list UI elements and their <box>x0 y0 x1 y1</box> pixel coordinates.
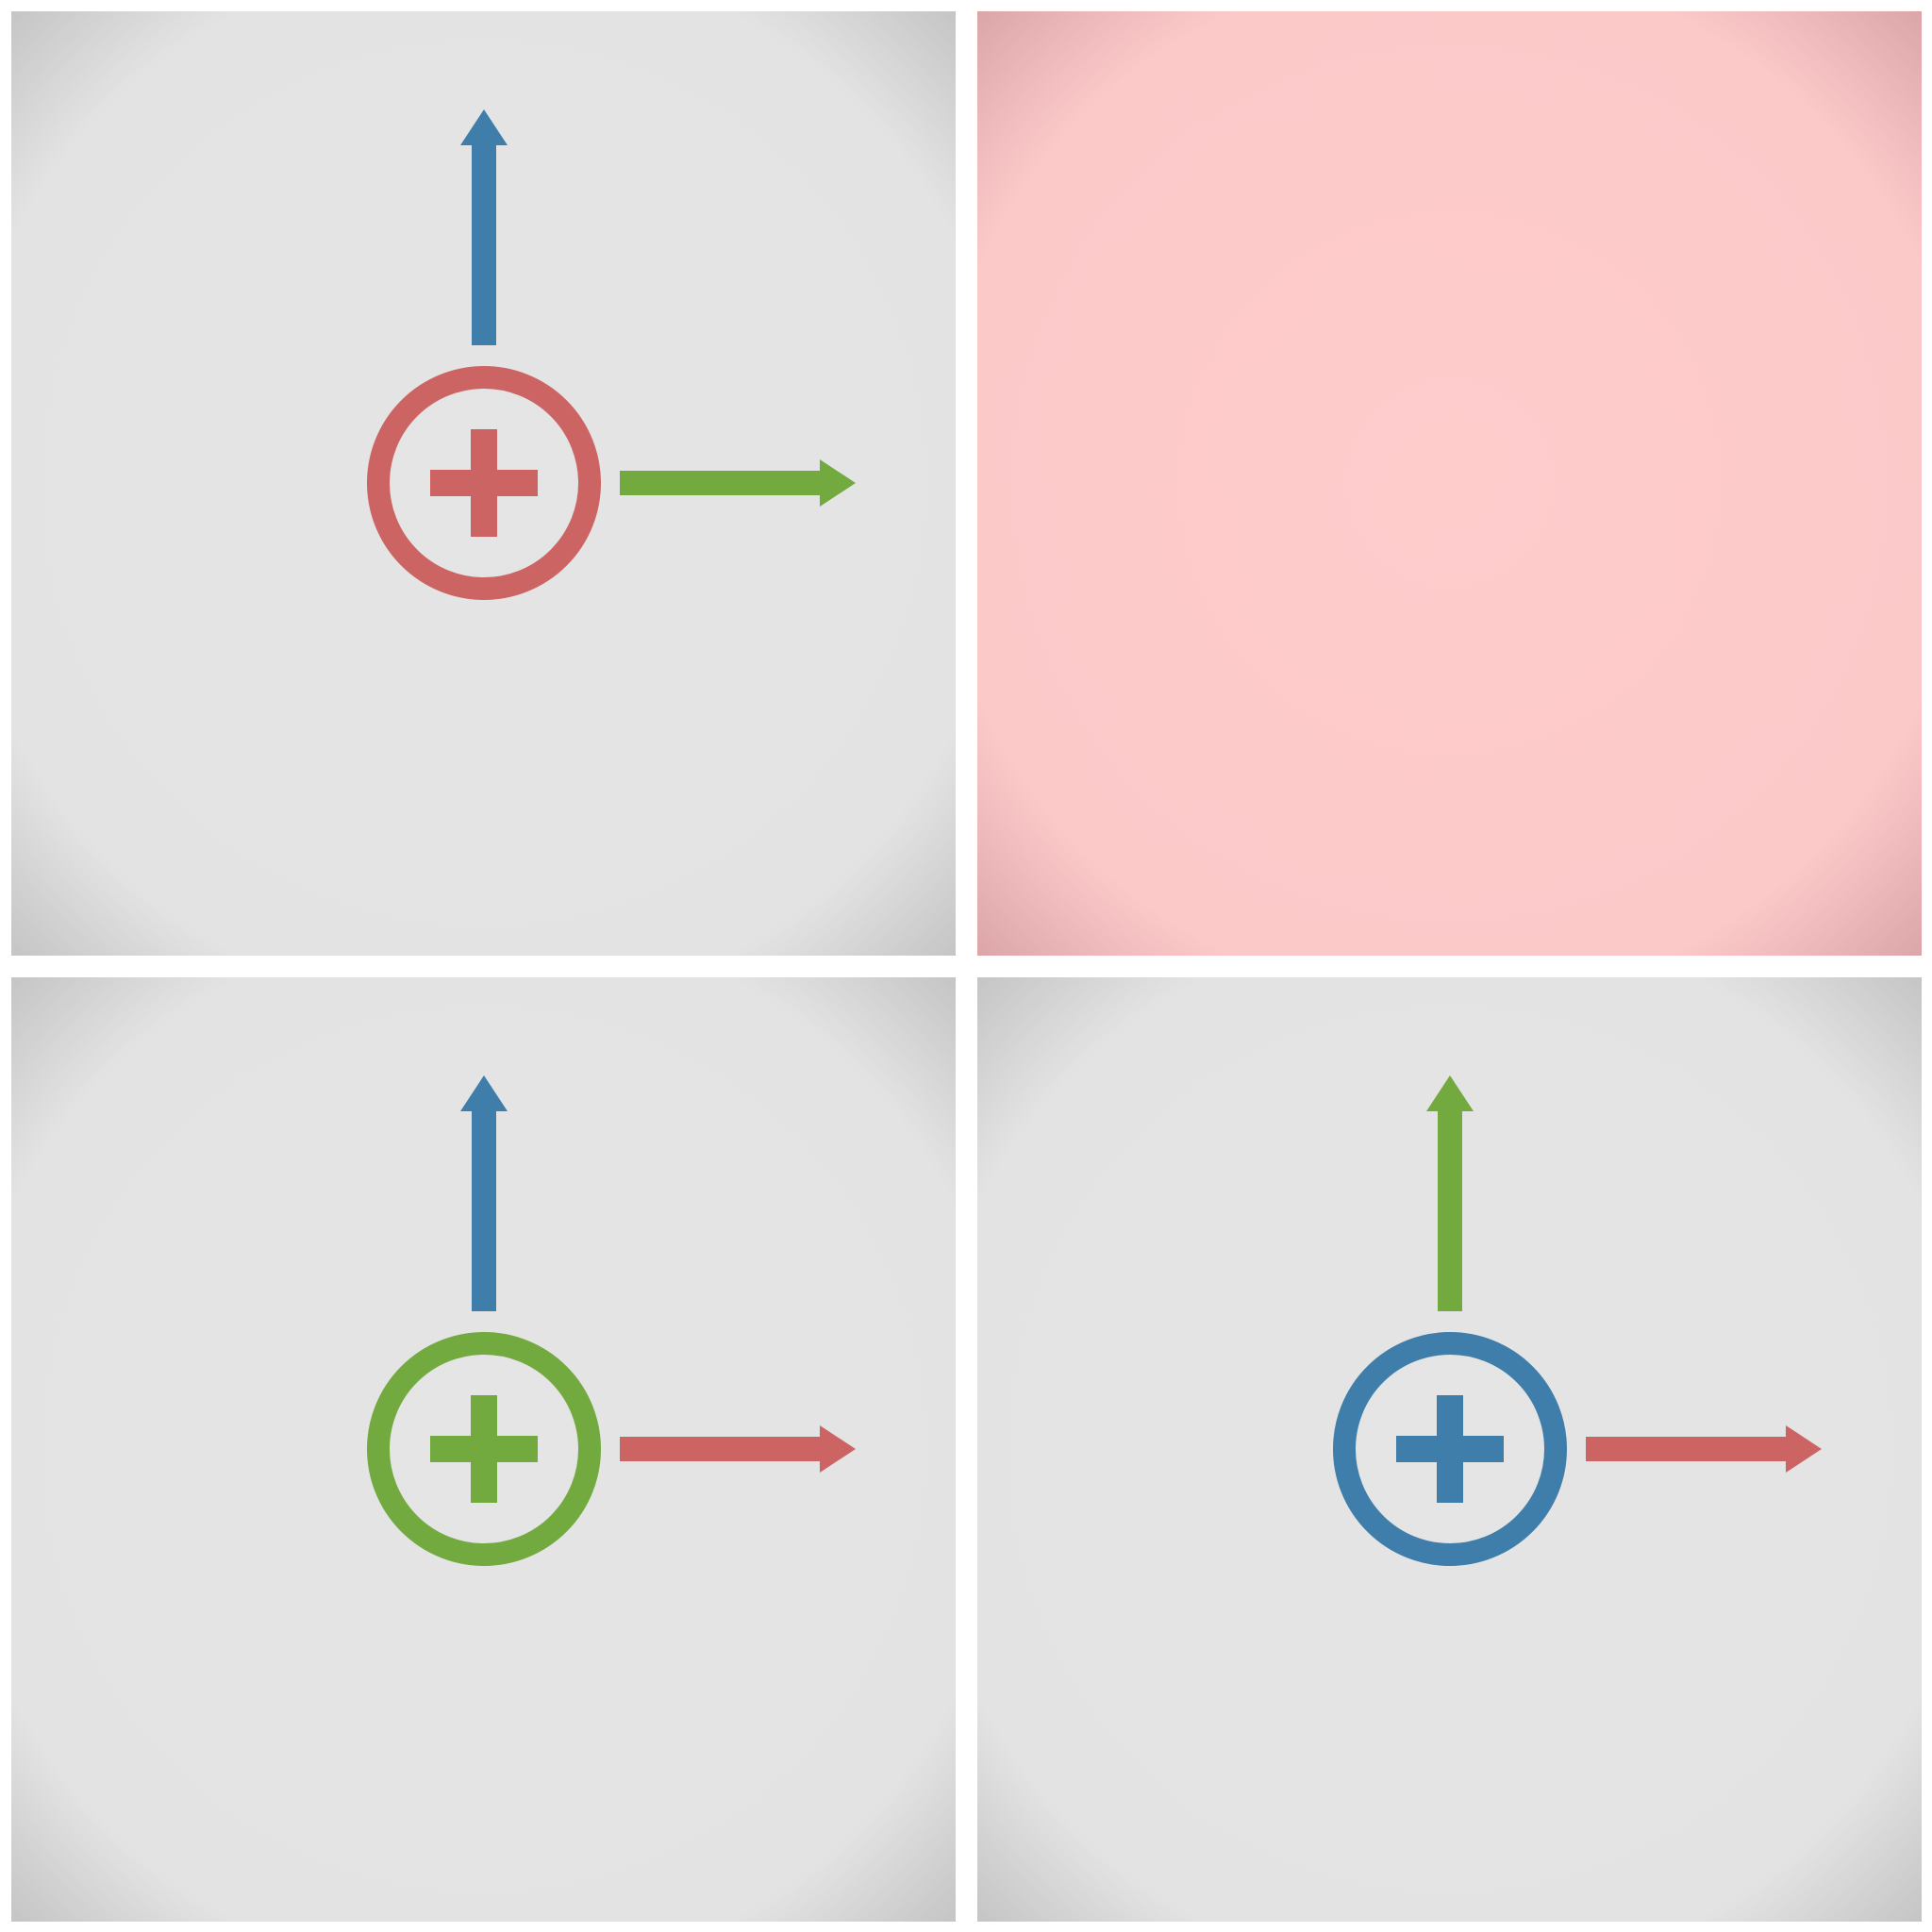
right-arrow <box>620 459 856 507</box>
panel-bottom-left-canvas <box>11 977 956 1922</box>
right-arrow <box>1586 1425 1822 1473</box>
up-arrow <box>460 109 508 345</box>
up-arrow <box>1426 1075 1474 1311</box>
panel-top-left-canvas <box>11 11 956 956</box>
up-arrow <box>460 1075 508 1311</box>
origin-marker <box>367 366 601 600</box>
right-arrow <box>620 1425 856 1473</box>
panel-bottom-right <box>977 977 1922 1922</box>
panel-top-right <box>977 11 1922 956</box>
origin-marker <box>367 1332 601 1566</box>
panel-top-right-canvas <box>977 11 1922 956</box>
panel-bottom-right-canvas <box>977 977 1922 1922</box>
panel-bottom-left <box>11 977 956 1922</box>
origin-marker <box>1333 1332 1567 1566</box>
panel-top-left <box>11 11 956 956</box>
panel-top-right-background <box>977 11 1922 956</box>
